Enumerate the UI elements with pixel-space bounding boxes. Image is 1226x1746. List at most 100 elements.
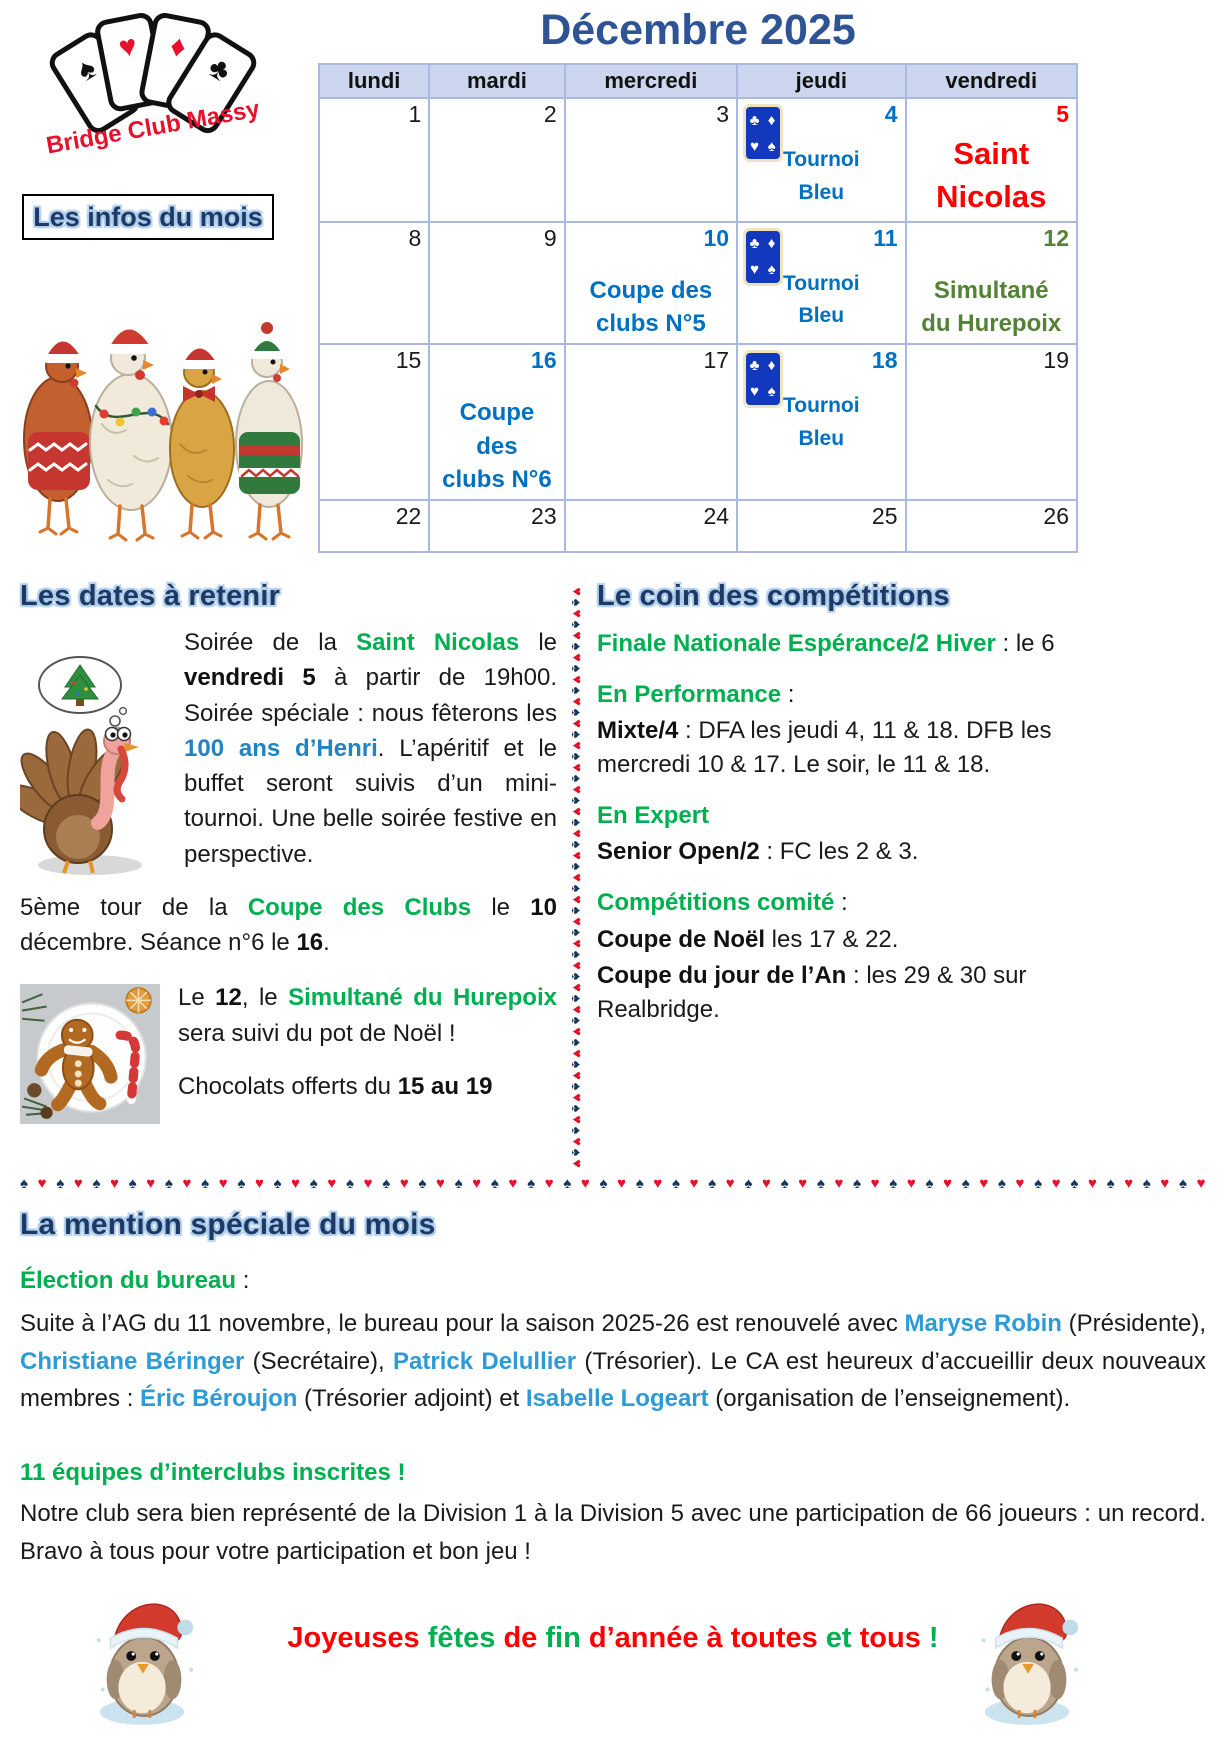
suit-divider-icon: ♠ bbox=[853, 1175, 861, 1192]
calendar: Décembre 2025 lundi mardi mercredi jeudi ven… bbox=[317, 6, 1079, 553]
suit-divider-icon: ♥ bbox=[1160, 1175, 1170, 1192]
suit-divider-icon: ♠ bbox=[201, 1175, 210, 1192]
text-segment: décembre. Séance n°6 le bbox=[20, 929, 297, 957]
competition-line: Finale Nationale Espérance/2 Hiver : le … bbox=[597, 627, 1113, 661]
suit-divider-icon: ♠ bbox=[569, 1082, 586, 1091]
interclubs-subheading: 11 équipes d’interclubs inscrites ! bbox=[20, 1454, 1206, 1491]
text-segment: : les 29 & 30 sur Realbridge. bbox=[597, 961, 1027, 1023]
suit-divider-icon: ♥ bbox=[544, 1175, 554, 1192]
suit-divider-icon: ♥ bbox=[762, 1175, 771, 1192]
text-segment: (Présidente), bbox=[1061, 1310, 1207, 1338]
suit-divider-icon: ♥ bbox=[569, 873, 586, 882]
suit-glyph: ♣ bbox=[749, 111, 760, 129]
calendar-cell: 16 Coupe des clubs N°6 bbox=[428, 342, 566, 501]
calendar-day-header: mercredi bbox=[563, 63, 739, 99]
gingerbread-photo bbox=[20, 984, 160, 1125]
text-segment: Coupe du jour de l’An bbox=[597, 961, 847, 989]
suit-divider-icon: ♠ bbox=[309, 1175, 318, 1192]
suit-divider-icon: ♥ bbox=[689, 1175, 699, 1192]
suit-glyph: ♥ bbox=[750, 261, 760, 279]
suit-divider-icon: ♥ bbox=[569, 1027, 586, 1036]
calendar-date: 26 bbox=[1043, 502, 1069, 529]
suit-glyph: ♦ bbox=[767, 357, 776, 375]
text-segment: : le 6 bbox=[995, 630, 1055, 657]
competition-line: En Performance : bbox=[597, 678, 1113, 712]
text-segment: 12 bbox=[215, 984, 242, 1012]
text-segment: et bbox=[825, 1622, 860, 1655]
horizontal-suit-divider: ♠ ♥ ♠ ♥ ♠ ♥ ♠ ♥ ♠ ♥ ♠ ♥ ♠ ♥ ♠ ♥ ♠ ♥ ♠ ♥ ♠ ♥ ♠ ♥ ♠ ♥ ♠ ♥ ♠ ♥ ♠ ♥ ♠ ♥ ♠ ♥ ♠ ♥ ♠ ♥… bbox=[20, 1174, 1206, 1194]
calendar-table: lundi mardi mercredi jeudi vendredi 1 2 3 ♣ ♦ ♥ ♠ 4… bbox=[317, 63, 1079, 553]
text-segment: Finale Nationale Espérance/2 Hiver bbox=[597, 630, 996, 657]
suit-divider-icon: ♥ bbox=[1015, 1175, 1025, 1192]
calendar-event: Coupe des clubs N°5 bbox=[589, 276, 713, 338]
calendar-date: 1 bbox=[408, 101, 422, 127]
suit-divider-icon: ♥ bbox=[569, 719, 586, 728]
calendar-cell: 2 bbox=[428, 97, 566, 223]
suit-divider-icon: ♥ bbox=[291, 1175, 301, 1192]
text-segment: Notre club sera bien représenté de la Di… bbox=[20, 1500, 1206, 1565]
suit-divider-icon: ♥ bbox=[569, 763, 586, 772]
suit-divider-icon: ♥ bbox=[569, 1115, 586, 1124]
suit-divider-icon: ♠ bbox=[635, 1175, 644, 1192]
suit-divider-icon: ♠ bbox=[744, 1175, 753, 1192]
suit-divider-icon: ♥ bbox=[569, 939, 586, 948]
suit-divider-icon: ♥ bbox=[580, 1175, 590, 1192]
heart-icon: ♥ bbox=[116, 29, 140, 65]
suit-divider-icon: ♥ bbox=[436, 1175, 445, 1192]
suit-divider-icon: ♠ bbox=[1034, 1175, 1043, 1192]
diamond-icon: ♦ bbox=[167, 29, 188, 64]
suit-divider-icon: ♠ bbox=[273, 1175, 282, 1192]
suit-divider-icon: ♠ bbox=[92, 1175, 101, 1192]
calendar-day-header: vendredi bbox=[904, 63, 1079, 99]
calendar-cell: 25 bbox=[736, 498, 907, 553]
suit-divider-icon: ♥ bbox=[73, 1175, 83, 1192]
text-segment: Maryse Robin bbox=[904, 1310, 1062, 1338]
vertical-suit-divider: ♥ ♠ ♥ ♠ ♥ ♠ ♥ ♠ ♥ ♠ ♥ ♠ ♥ ♠ ♥ ♠ ♥ ♠ ♥ ♠ ♥ ♠ ♥ ♠ ♥ ♠ ♥ ♠ ♥ ♠ ♥ ♠ ♥ ♠ ♥ ♠ ♥ ♠ ♥ ♠… bbox=[557, 568, 597, 1168]
text-segment: le bbox=[471, 893, 531, 921]
suit-divider-icon: ♠ bbox=[816, 1175, 825, 1192]
suit-divider-icon: ♠ bbox=[128, 1175, 137, 1192]
suit-divider-icon: ♥ bbox=[399, 1175, 409, 1192]
suit-divider-icon: ♥ bbox=[943, 1175, 953, 1192]
text-segment: (Secrétaire), bbox=[244, 1347, 394, 1375]
suit-divider-icon: ♠ bbox=[780, 1175, 789, 1192]
calendar-date: 19 bbox=[1043, 346, 1069, 373]
calendar-cell: 12 Simultané du Hurepoix bbox=[904, 220, 1079, 345]
text-segment: Soirée de la bbox=[184, 629, 357, 656]
turkey-illustration bbox=[20, 656, 142, 875]
greeting-text: Joyeuses fêtes de fin d’année à toutes e… bbox=[0, 1576, 1226, 1655]
suit-divider-icon: ♥ bbox=[569, 587, 586, 596]
competitions-column: Le coin des compétitions Finale National… bbox=[597, 568, 1113, 1168]
suit-divider-icon: ♥ bbox=[254, 1175, 264, 1192]
text-segment: Chocolats offerts du bbox=[178, 1072, 398, 1100]
suit-glyph: ♦ bbox=[767, 111, 776, 129]
text-segment: Suite à l’AG du 11 novembre, le bureau p… bbox=[20, 1310, 905, 1338]
suit-divider-icon: ♥ bbox=[569, 697, 586, 706]
text-segment: Coupe des Clubs bbox=[247, 893, 472, 921]
suit-divider-icon: ♠ bbox=[889, 1175, 898, 1192]
suit-divider-icon: ♥ bbox=[569, 631, 586, 640]
suit-divider-icon: ♠ bbox=[237, 1175, 246, 1192]
suit-divider-icon: ♠ bbox=[164, 1175, 173, 1192]
suit-divider-icon: ♥ bbox=[569, 1137, 586, 1146]
suit-divider-icon: ♠ bbox=[569, 884, 586, 893]
calendar-cell: 26 bbox=[904, 498, 1079, 553]
calendar-date: 15 bbox=[395, 346, 422, 373]
suit-glyph: ♣ bbox=[749, 357, 760, 375]
calendar-date: 10 bbox=[703, 224, 730, 251]
calendar-cell: 17 bbox=[563, 342, 739, 501]
suit-divider-icon: ♠ bbox=[569, 752, 586, 761]
text-segment: . bbox=[323, 929, 330, 957]
suit-divider-icon: ♠ bbox=[382, 1175, 391, 1192]
suit-glyph: ♥ bbox=[750, 383, 760, 401]
competitions-heading: Le coin des compétitions bbox=[597, 580, 950, 612]
calendar-event: Tournoi Bleu bbox=[783, 271, 860, 328]
calendar-date: 25 bbox=[871, 502, 898, 529]
calendar-week-row: 15 16 Coupe des clubs N°6 17 ♣ ♦ ♥ ♠ 18 Tournoi B… bbox=[317, 342, 1079, 501]
text-segment: Éric Béroujon bbox=[140, 1385, 298, 1413]
text-segment: En Performance bbox=[597, 681, 782, 709]
competition-line: Coupe de Noël les 17 & 22. bbox=[597, 923, 1113, 957]
text-segment: 10 bbox=[530, 893, 557, 921]
suit-divider-icon: ♠ bbox=[569, 1126, 586, 1135]
dates-paragraph-3: Le 12, le Simultané du Hurepoix sera sui… bbox=[20, 980, 557, 1051]
